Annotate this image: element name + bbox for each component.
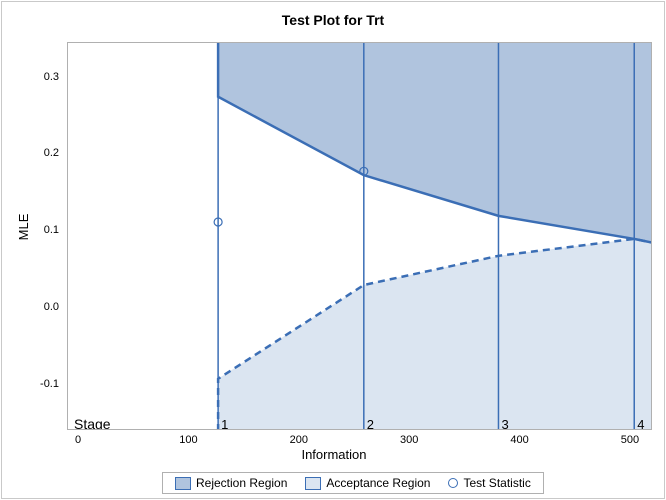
plot-area: Stage 1 2 3 4	[67, 42, 652, 430]
x-tick-label: 400	[510, 434, 528, 446]
x-tick-label: 300	[400, 434, 418, 446]
legend-label: Rejection Region	[196, 476, 287, 490]
y-tick-label: 0.2	[44, 147, 59, 159]
x-tick-label: 200	[290, 434, 308, 446]
svg-text:3: 3	[501, 417, 508, 430]
x-tick-label: 500	[621, 434, 639, 446]
svg-text:Stage: Stage	[74, 416, 111, 430]
chart-title: Test Plot for Trt	[2, 12, 664, 28]
legend-label: Acceptance Region	[326, 476, 430, 490]
chart-frame: Test Plot for Trt Stage 1 2 3 4 0 100 200 300 40…	[1, 1, 665, 499]
y-tick-label: 0.3	[44, 71, 59, 83]
legend-marker-test-statistic	[448, 478, 458, 488]
svg-text:2: 2	[367, 417, 374, 430]
y-axis-label: MLE	[16, 214, 31, 241]
legend-item-rejection: Rejection Region	[175, 476, 287, 490]
x-tick-label: 0	[75, 434, 81, 446]
x-tick-label: 100	[179, 434, 197, 446]
legend-item-acceptance: Acceptance Region	[305, 476, 430, 490]
legend: Rejection Region Acceptance Region Test …	[162, 472, 544, 494]
y-tick-label: -0.1	[40, 378, 59, 390]
plot-svg: Stage 1 2 3 4	[68, 43, 652, 430]
legend-swatch-rejection	[175, 477, 191, 490]
legend-label: Test Statistic	[463, 476, 530, 490]
x-axis-label: Information	[2, 447, 666, 462]
legend-item-test-statistic: Test Statistic	[448, 476, 530, 490]
legend-swatch-acceptance	[305, 477, 321, 490]
y-tick-label: 0.1	[44, 224, 59, 236]
svg-text:4: 4	[637, 417, 644, 430]
y-tick-label: 0.0	[44, 301, 59, 313]
svg-text:1: 1	[221, 417, 228, 430]
